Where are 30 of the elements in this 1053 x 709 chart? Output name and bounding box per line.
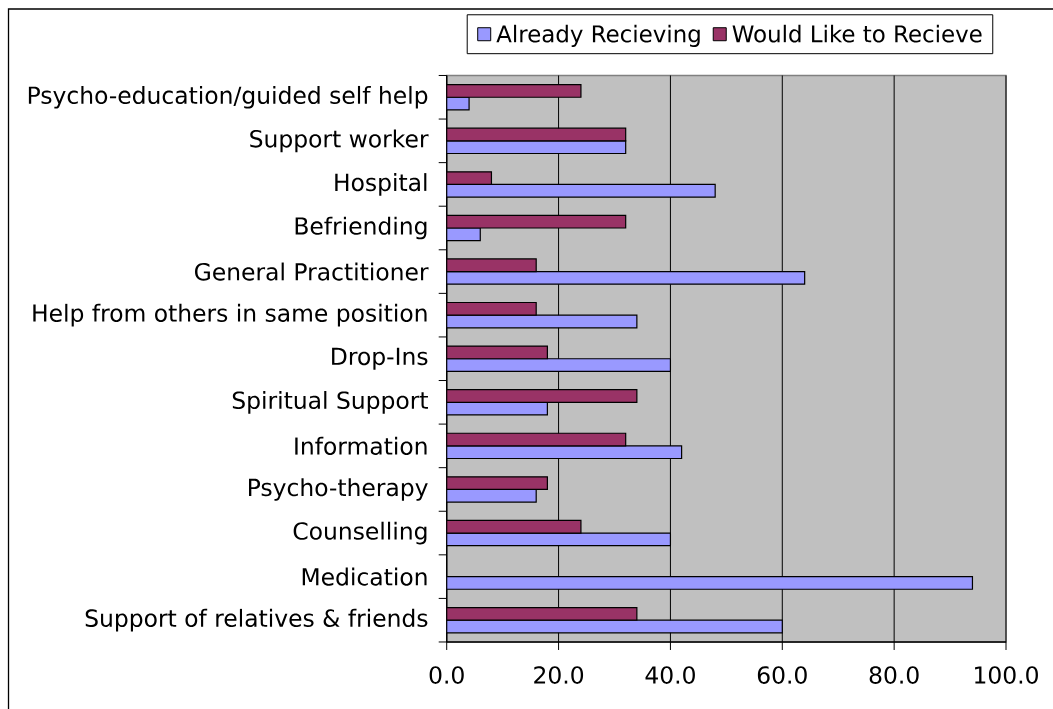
y-tick-label: Spiritual Support — [232, 390, 428, 414]
bar — [446, 171, 493, 186]
y-tick-label: Support worker — [250, 129, 429, 153]
bar — [446, 576, 974, 590]
y-tick-label: Help from others in same position — [33, 303, 427, 327]
y-tick-label: General Practitioner — [195, 262, 429, 281]
bar — [446, 476, 548, 491]
legend-label: Already Recieving — [496, 24, 700, 47]
y-tick-label: Hospital — [335, 173, 427, 196]
y-tick-label: Psycho-education/guided self help — [28, 85, 428, 109]
bar — [446, 606, 638, 621]
y-tick-label: Drop-Ins — [332, 347, 428, 370]
y-tick-label: Information — [295, 436, 427, 455]
x-tick-label: 40.0 — [645, 666, 695, 684]
y-tick-label: Befriending — [295, 216, 427, 240]
bar — [446, 358, 672, 372]
y-tick-label: Counselling — [293, 521, 427, 545]
x-tick-label: 100.0 — [975, 666, 1038, 684]
bar — [446, 301, 537, 316]
x-tick-label: 80.0 — [869, 666, 919, 684]
bar — [446, 389, 638, 403]
y-tick-label: Medication — [302, 567, 427, 586]
y-tick-label: Psycho-therapy — [249, 478, 428, 501]
x-tick-label: 0.0 — [429, 666, 464, 684]
legend-label: Would Like to Recieve — [732, 24, 982, 43]
bar — [446, 84, 582, 98]
x-tick-label: 60.0 — [757, 666, 807, 684]
x-tick-label: 20.0 — [534, 666, 584, 684]
y-tick-label: Support of relatives & friends — [85, 608, 428, 632]
bar — [446, 270, 806, 285]
